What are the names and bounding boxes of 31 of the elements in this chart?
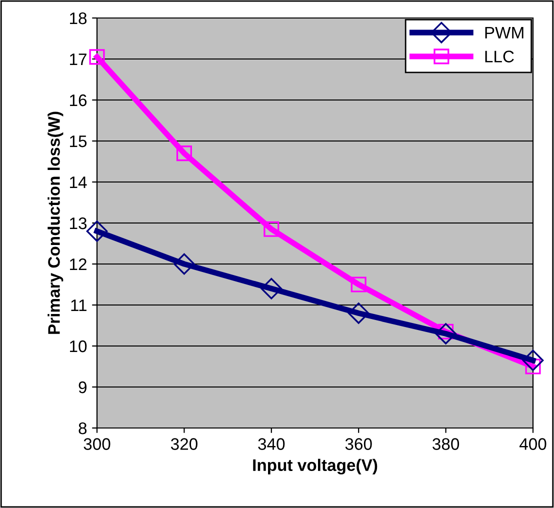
x-tick-label: 340 xyxy=(258,438,285,450)
point xyxy=(260,278,282,300)
y-tick-label: 8 xyxy=(78,422,87,434)
y-tick-label: 15 xyxy=(70,136,87,148)
x-tick-label: 300 xyxy=(84,438,110,450)
point xyxy=(264,221,280,237)
point xyxy=(86,220,108,242)
y-tick-label: 9 xyxy=(78,381,86,394)
y-tick-label: 14 xyxy=(70,176,87,188)
legend-label: PWM xyxy=(485,26,524,38)
y-tick-label: 17 xyxy=(70,54,86,66)
x-tick-label: 380 xyxy=(432,438,460,450)
x-tick-label: 360 xyxy=(345,438,372,450)
x-tick-label: 320 xyxy=(170,438,198,450)
y-tick-label: 16 xyxy=(70,94,87,106)
legend-label: LLC xyxy=(485,50,514,62)
y-tick-label: 13 xyxy=(70,217,87,230)
point xyxy=(174,253,195,275)
point xyxy=(522,350,544,372)
y-tick-label: 18 xyxy=(70,12,87,24)
point xyxy=(348,302,370,324)
y-axis-title: Primary Conduction loss(W) xyxy=(48,112,64,334)
point xyxy=(350,276,366,292)
point xyxy=(435,323,456,344)
y-tick-label: 12 xyxy=(70,258,86,270)
x-axis-title: Input voltage(V) xyxy=(253,458,378,474)
y-tick-label: 11 xyxy=(71,300,86,312)
y-tick-label: 10 xyxy=(70,340,87,352)
x-tick-label: 400 xyxy=(519,438,546,450)
point xyxy=(89,49,105,65)
point xyxy=(176,146,192,162)
